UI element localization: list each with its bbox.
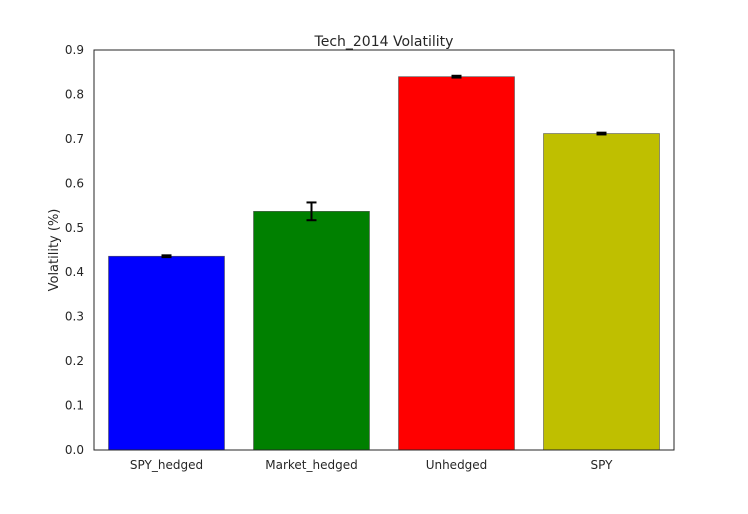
x-tick-label: SPY_hedged — [130, 458, 203, 472]
x-tick-label: Market_hedged — [265, 458, 357, 472]
y-tick-label: 0.6 — [65, 176, 84, 190]
error-bars — [161, 74, 607, 259]
x-tick-label: Unhedged — [426, 458, 488, 472]
x-tick-labels: SPY_hedged Market_hedged Unhedged SPY — [130, 458, 613, 472]
y-tick-label: 0.9 — [65, 43, 84, 57]
x-tick-label: SPY — [591, 458, 614, 472]
y-tick-label: 0.0 — [65, 443, 84, 457]
y-tick-labels: 0.0 0.1 0.2 0.3 0.4 0.5 0.6 0.7 0.8 0.9 — [65, 43, 84, 457]
bar — [108, 255, 225, 451]
chart-title: Tech_2014 Volatility — [314, 34, 454, 50]
y-tick-label: 0.3 — [65, 310, 84, 324]
bar — [398, 76, 515, 451]
y-axis-label: Volatility (%) — [47, 209, 62, 292]
plot-frame — [93, 49, 675, 451]
y-tick-label: 0.1 — [65, 399, 84, 413]
bar — [543, 133, 660, 451]
y-tick-label: 0.7 — [65, 132, 84, 146]
bars — [108, 76, 660, 451]
y-tick-label: 0.5 — [65, 221, 84, 235]
y-tick-label: 0.8 — [65, 87, 84, 101]
y-tick-label: 0.2 — [65, 354, 84, 368]
bar — [253, 211, 370, 451]
y-tick-label: 0.4 — [65, 265, 84, 279]
